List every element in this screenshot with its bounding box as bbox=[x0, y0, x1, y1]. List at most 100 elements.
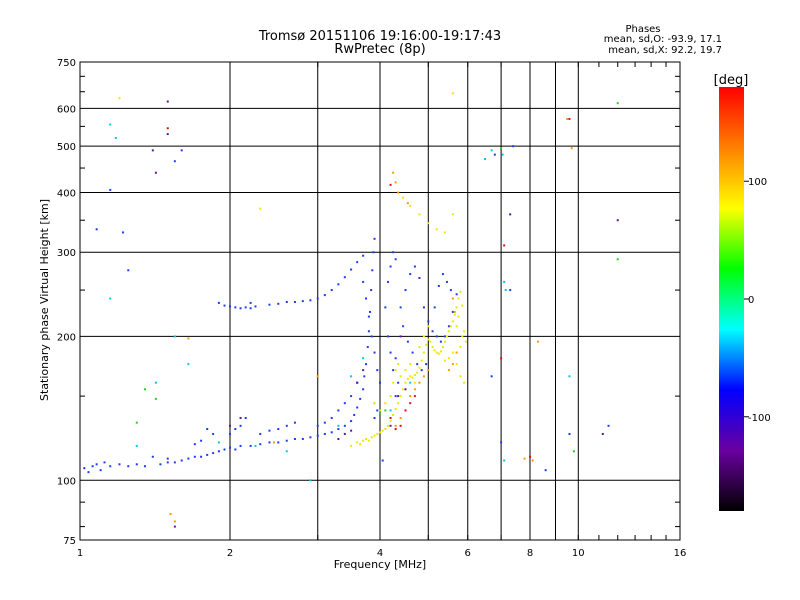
data-point bbox=[616, 258, 619, 261]
y-tick-label: 200 bbox=[57, 332, 76, 343]
data-point bbox=[449, 325, 452, 328]
data-point bbox=[406, 377, 409, 380]
data-point bbox=[386, 335, 389, 338]
data-point bbox=[268, 303, 271, 306]
data-point bbox=[293, 421, 296, 424]
data-point bbox=[187, 337, 190, 340]
data-point bbox=[337, 437, 340, 440]
data-point bbox=[394, 395, 397, 398]
data-point bbox=[429, 340, 432, 343]
data-point bbox=[244, 306, 247, 309]
data-point bbox=[285, 301, 288, 304]
data-point bbox=[365, 437, 368, 440]
data-point bbox=[143, 465, 146, 468]
data-point bbox=[394, 369, 397, 372]
data-point bbox=[353, 413, 356, 416]
data-point bbox=[394, 357, 397, 360]
data-point bbox=[193, 455, 196, 458]
data-point bbox=[392, 381, 395, 384]
data-point bbox=[500, 147, 503, 150]
data-point bbox=[435, 335, 438, 338]
data-point bbox=[389, 183, 392, 186]
data-point bbox=[379, 409, 381, 412]
data-point bbox=[373, 237, 376, 240]
data-point bbox=[135, 444, 138, 447]
data-point bbox=[409, 273, 412, 276]
data-point bbox=[457, 297, 460, 300]
y-tick-label: 400 bbox=[57, 188, 76, 199]
data-point bbox=[422, 335, 425, 338]
data-point bbox=[127, 465, 130, 468]
axis-ticks: 1 2 4 6 8 10 16 75 100 200 300 400 500 600 750 bbox=[57, 58, 686, 559]
data-point bbox=[363, 375, 366, 378]
data-point bbox=[397, 191, 400, 194]
data-point bbox=[445, 280, 448, 283]
data-point bbox=[406, 340, 409, 343]
data-point bbox=[379, 381, 381, 384]
data-point bbox=[379, 412, 381, 415]
y-tick-label: 500 bbox=[57, 142, 76, 153]
data-point bbox=[422, 351, 425, 354]
data-point bbox=[166, 461, 169, 464]
data-point bbox=[404, 409, 407, 412]
data-point bbox=[531, 459, 534, 462]
data-point bbox=[180, 149, 183, 152]
stats-x-line: mean, sd,X: 92.2, 19.7 bbox=[608, 45, 722, 56]
data-point bbox=[166, 100, 169, 103]
data-point bbox=[169, 513, 172, 516]
data-point bbox=[359, 397, 362, 400]
data-point bbox=[330, 289, 333, 292]
data-point bbox=[114, 137, 117, 140]
data-point bbox=[435, 351, 438, 354]
data-point bbox=[173, 335, 176, 338]
data-point bbox=[91, 465, 94, 468]
data-point bbox=[406, 202, 409, 205]
colorbar-ticks: 100 0 -100 bbox=[744, 177, 771, 424]
data-point bbox=[455, 306, 458, 309]
data-point bbox=[239, 307, 242, 310]
data-point bbox=[223, 304, 226, 307]
data-point bbox=[404, 289, 407, 292]
data-point bbox=[173, 461, 176, 464]
data-point bbox=[370, 436, 373, 439]
data-point bbox=[259, 432, 262, 435]
data-point bbox=[413, 388, 416, 391]
data-point bbox=[394, 258, 397, 261]
data-point bbox=[427, 325, 430, 328]
data-point bbox=[386, 280, 389, 283]
data-point bbox=[200, 439, 203, 442]
data-point bbox=[206, 428, 209, 431]
data-point bbox=[416, 363, 419, 366]
data-point bbox=[409, 375, 412, 378]
data-point bbox=[362, 254, 365, 257]
data-point bbox=[143, 388, 146, 391]
data-point bbox=[411, 351, 414, 354]
data-point bbox=[523, 457, 526, 460]
data-point bbox=[229, 446, 231, 449]
x-tick-label: 4 bbox=[377, 548, 383, 559]
y-tick-label: 300 bbox=[57, 248, 76, 259]
data-point bbox=[451, 310, 454, 313]
data-point bbox=[154, 397, 157, 400]
data-point bbox=[118, 97, 121, 100]
data-point bbox=[373, 351, 376, 354]
data-point bbox=[316, 375, 319, 378]
data-point bbox=[362, 439, 365, 442]
data-point bbox=[151, 455, 154, 458]
data-point bbox=[187, 363, 190, 366]
data-point bbox=[239, 424, 242, 427]
stats-heading: Phases bbox=[625, 24, 660, 35]
data-point bbox=[316, 424, 319, 427]
data-point bbox=[330, 416, 333, 419]
data-point bbox=[431, 346, 434, 349]
data-point bbox=[343, 424, 346, 427]
data-point bbox=[425, 343, 428, 346]
data-point bbox=[217, 450, 220, 453]
data-point bbox=[501, 153, 504, 156]
data-point bbox=[239, 444, 242, 447]
data-point bbox=[570, 147, 573, 150]
data-point bbox=[397, 363, 400, 366]
data-point bbox=[206, 453, 209, 456]
data-point bbox=[457, 315, 460, 318]
data-point bbox=[399, 335, 402, 338]
